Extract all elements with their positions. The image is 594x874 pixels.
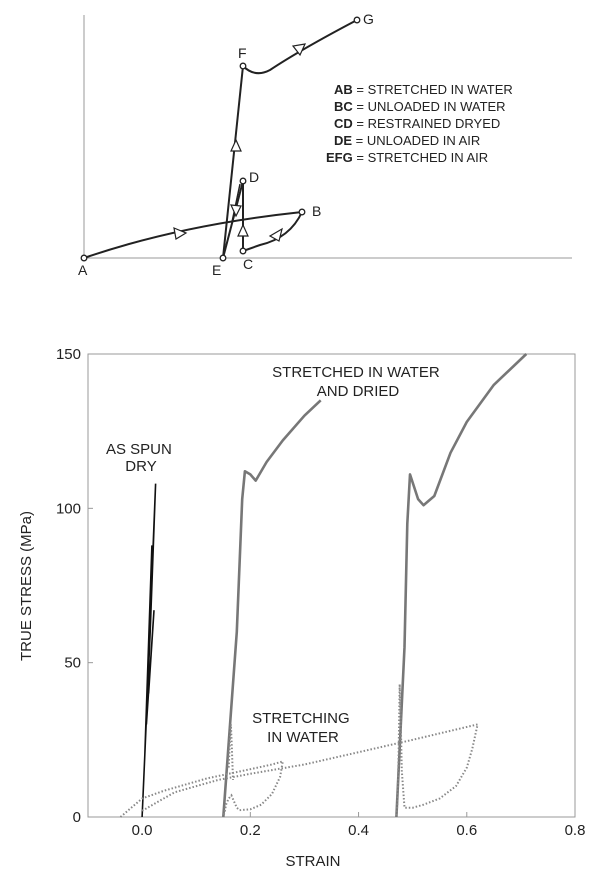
plot-frame (87, 353, 576, 818)
arrow-bc-icon (268, 227, 283, 242)
x-axis-title: STRAIN (285, 853, 340, 870)
legend-item: BC = UNLOADED IN WATER (334, 99, 506, 114)
series-dotted-4 (141, 684, 479, 818)
point-label-e: E (212, 262, 221, 278)
x-tick-label: 0.0 (132, 822, 153, 839)
path-ab (83, 211, 303, 259)
y-axis-title: TRUE STRESS (MPa) (18, 511, 35, 661)
point-label-d: D (249, 169, 259, 185)
path-de-2 (231, 183, 241, 223)
y-tick-label: 100 (56, 500, 81, 517)
y-tick-label: 50 (64, 655, 81, 672)
legend-item: CD = RESTRAINED DRYED (334, 116, 500, 131)
point-label-g: G (363, 11, 374, 27)
arrow-fg-icon (291, 43, 307, 57)
series-dotted-5 (227, 724, 234, 781)
series-solid-gray-2 (395, 353, 528, 818)
arrow-ef-icon (230, 138, 242, 152)
point-label-c: C (243, 256, 253, 272)
point-g-marker (353, 16, 361, 24)
path-ef (222, 65, 244, 259)
path-bc (242, 211, 303, 252)
annotation-stretching-in-water: STRETCHING IN WATER (252, 710, 354, 746)
arrow-de-icon (230, 204, 242, 218)
point-label-f: F (238, 45, 247, 61)
y-tick-label: 0 (73, 809, 81, 826)
x-tick-label: 0.2 (240, 822, 261, 839)
axis-ticks: 0.0 0.2 0.4 0.6 0.8 0 50 100 150 (56, 346, 585, 839)
x-tick-label: 0.4 (348, 822, 369, 839)
y-tick-label: 150 (56, 346, 81, 363)
point-a-marker (80, 254, 88, 262)
series-layer (119, 353, 528, 818)
annotation-as-spun-dry: AS SPUN DRY (106, 441, 176, 475)
point-label-a: A (78, 262, 88, 278)
x-tick-label: 0.6 (456, 822, 477, 839)
legend-item: DE = UNLOADED IN AIR (334, 133, 480, 148)
point-e-marker (219, 254, 227, 262)
schematic-diagram: A B C D E F G AB = STRETCHED IN WATER BC… (78, 11, 572, 278)
stress-strain-chart: 0.0 0.2 0.4 0.6 0.8 0 50 100 150 STRAIN TRUE STR… (18, 346, 585, 870)
x-tick-label: 0.8 (565, 822, 586, 839)
point-label-b: B (312, 203, 321, 219)
series-solid-dark-0 (141, 483, 157, 818)
path-fg (242, 19, 358, 75)
series-solid-gray-1 (222, 399, 322, 818)
point-f-marker (239, 62, 247, 70)
legend-item: AB = STRETCHED IN WATER (334, 82, 513, 97)
arrow-cd-icon (237, 223, 249, 237)
arrow-ab-icon (173, 227, 188, 240)
point-b-marker (298, 208, 306, 216)
point-c-marker (239, 247, 247, 255)
annotation-stretched-in-water-and-dried: STRETCHED IN WATER AND DRIED (272, 364, 444, 400)
point-d-marker (239, 177, 247, 185)
schematic-legend: AB = STRETCHED IN WATER BC = UNLOADED IN… (326, 82, 513, 165)
legend-item: EFG = STRETCHED IN AIR (326, 150, 488, 165)
